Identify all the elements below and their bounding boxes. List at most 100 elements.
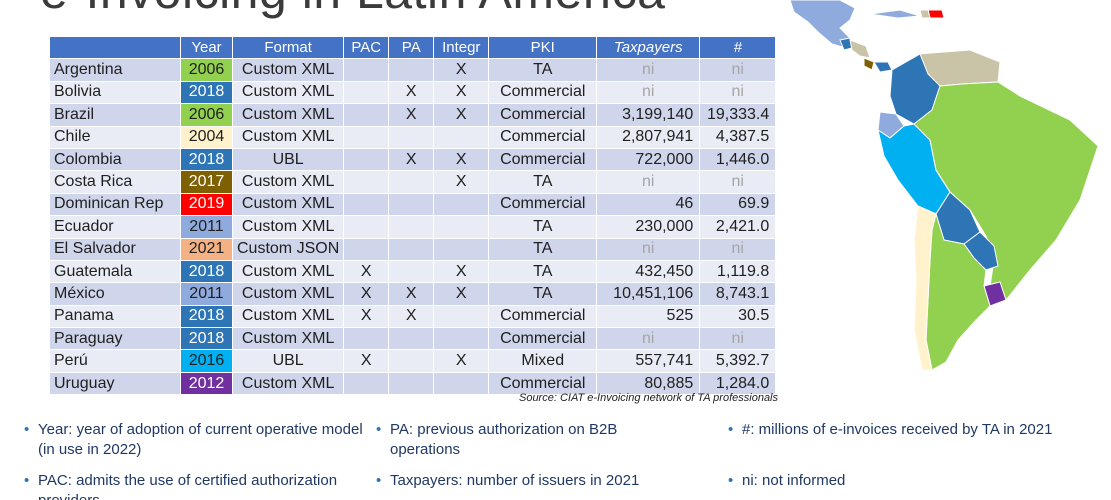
header-pac: PAC <box>343 35 390 60</box>
source-note: Source: CIAT e-Invoicing network of TA p… <box>518 392 778 404</box>
cell-pa <box>388 215 435 239</box>
cell-format: Custom XML <box>231 215 345 239</box>
table-row: Panama 2018 Custom XML X X Commercial 525 30.5 <box>49 304 777 329</box>
note-count-text: #: millions of e-invoices received by TA… <box>742 421 1053 438</box>
cell-year: 2012 <box>180 371 233 396</box>
cell-country: Chile <box>49 125 181 149</box>
cell-year: 2018 <box>180 327 233 351</box>
cell-year: 2006 <box>180 103 233 127</box>
cell-pa <box>388 58 435 82</box>
cell-integr: X <box>433 80 490 105</box>
cell-taxpayers: ni <box>596 80 701 105</box>
table-row: Ecuador 2011 Custom XML TA 230,000 2,421.0 <box>49 215 777 239</box>
cell-country: Perú <box>49 349 181 373</box>
table-row: Chile 2004 Custom XML Commercial 2,807,941 4,… <box>49 125 777 149</box>
bullet-icon: • <box>728 472 734 489</box>
cell-taxpayers: ni <box>596 58 701 82</box>
cell-taxpayers: 525 <box>596 304 701 329</box>
cell-taxpayers: 3,199,140 <box>596 103 701 127</box>
cell-year: 2016 <box>180 349 233 373</box>
cell-year: 2018 <box>180 259 233 284</box>
cell-pac <box>343 215 390 239</box>
cell-count: ni <box>699 58 777 82</box>
table-row: Perú 2016 UBL X X Mixed 557,741 5,392.7 <box>49 349 777 373</box>
cell-taxpayers: 432,450 <box>596 259 701 284</box>
table-row: Dominican Rep 2019 Custom XML Commercial 46 6… <box>49 192 777 217</box>
table-row: Paraguay 2018 Custom XML Commercial ni ni <box>49 327 777 351</box>
cell-year: 2017 <box>180 170 233 194</box>
cell-format: Custom XML <box>231 170 345 194</box>
map-dominican-rep <box>927 9 945 19</box>
cell-count: ni <box>699 237 777 261</box>
cell-format: Custom XML <box>231 125 345 149</box>
cell-pki: Mixed <box>488 349 598 373</box>
cell-country: Colombia <box>49 147 181 172</box>
cell-pki: Commercial <box>488 304 598 329</box>
bullet-icon: • <box>24 421 30 438</box>
note-ni: • ni: not informed <box>728 471 1042 491</box>
cell-country: Bolivia <box>49 80 181 105</box>
cell-pa <box>388 125 435 149</box>
table-body: Argentina 2006 Custom XML X TA ni ni Bolivia 201… <box>49 58 777 396</box>
cell-format: Custom XML <box>231 103 345 127</box>
cell-pac <box>343 103 390 127</box>
cell-format: Custom JSON <box>231 237 345 261</box>
map-cuba <box>869 9 921 19</box>
cell-count: 30.5 <box>699 304 777 329</box>
cell-country: Paraguay <box>49 327 181 351</box>
cell-count: 19,333.4 <box>699 103 777 127</box>
cell-pki: Commercial <box>488 80 598 105</box>
cell-format: UBL <box>231 349 345 373</box>
cell-pac <box>343 147 390 172</box>
cell-pac <box>343 125 390 149</box>
cell-pac <box>343 170 390 194</box>
header-count: # <box>699 35 777 60</box>
note-taxpayers-text: Taxpayers: number of issuers in 2021 <box>390 472 640 489</box>
cell-pki: Commercial <box>488 125 598 149</box>
cell-pa: X <box>388 304 435 329</box>
cell-pki: TA <box>488 58 598 82</box>
cell-format: Custom XML <box>231 282 345 306</box>
cell-integr <box>433 327 490 351</box>
cell-integr: X <box>433 349 490 373</box>
note-pa-text: PA: previous authorization on B2B operat… <box>390 421 618 458</box>
cell-pa: X <box>388 147 435 172</box>
cell-country: El Salvador <box>49 237 181 261</box>
table-row: Costa Rica 2017 Custom XML X TA ni ni <box>49 170 777 194</box>
cell-pac <box>343 58 390 82</box>
table-row: Brazil 2006 Custom XML X X Commercial 3,199,14… <box>49 103 777 127</box>
header-pa: PA <box>388 35 435 60</box>
cell-pa <box>388 259 435 284</box>
cell-country: Dominican Rep <box>49 192 181 217</box>
map-haiti <box>919 9 931 19</box>
map-costa-rica <box>863 57 875 71</box>
cell-count: ni <box>699 327 777 351</box>
cell-taxpayers: ni <box>596 170 701 194</box>
cell-pa <box>388 237 435 261</box>
cell-pa <box>388 192 435 217</box>
table-row: México 2011 Custom XML X X X TA 10,451,106 8,743… <box>49 282 777 306</box>
cell-pa <box>388 327 435 351</box>
cell-country: Panama <box>49 304 181 329</box>
cell-year: 2019 <box>180 192 233 217</box>
header-taxpayers: Taxpayers <box>596 35 701 60</box>
cell-pac <box>343 371 390 396</box>
cell-year: 2011 <box>180 282 233 306</box>
cell-country: Ecuador <box>49 215 181 239</box>
cell-pac <box>343 327 390 351</box>
header-country <box>49 35 181 60</box>
cell-taxpayers: 46 <box>596 192 701 217</box>
cell-pki: Commercial <box>488 192 598 217</box>
cell-taxpayers: 230,000 <box>596 215 701 239</box>
cell-count: ni <box>699 80 777 105</box>
table-row: Guatemala 2018 Custom XML X X TA 432,450 1,119.… <box>49 259 777 284</box>
e-invoicing-table: Year Format PAC PA Integr PKI Taxpayers … <box>49 35 777 396</box>
cell-taxpayers: 10,451,106 <box>596 282 701 306</box>
cell-format: Custom XML <box>231 58 345 82</box>
cell-format: Custom XML <box>231 327 345 351</box>
cell-taxpayers: ni <box>596 327 701 351</box>
cell-count: 1,119.8 <box>699 259 777 284</box>
cell-count: 4,387.5 <box>699 125 777 149</box>
bullet-icon: • <box>376 472 382 489</box>
cell-count: 1,284.0 <box>699 371 777 396</box>
